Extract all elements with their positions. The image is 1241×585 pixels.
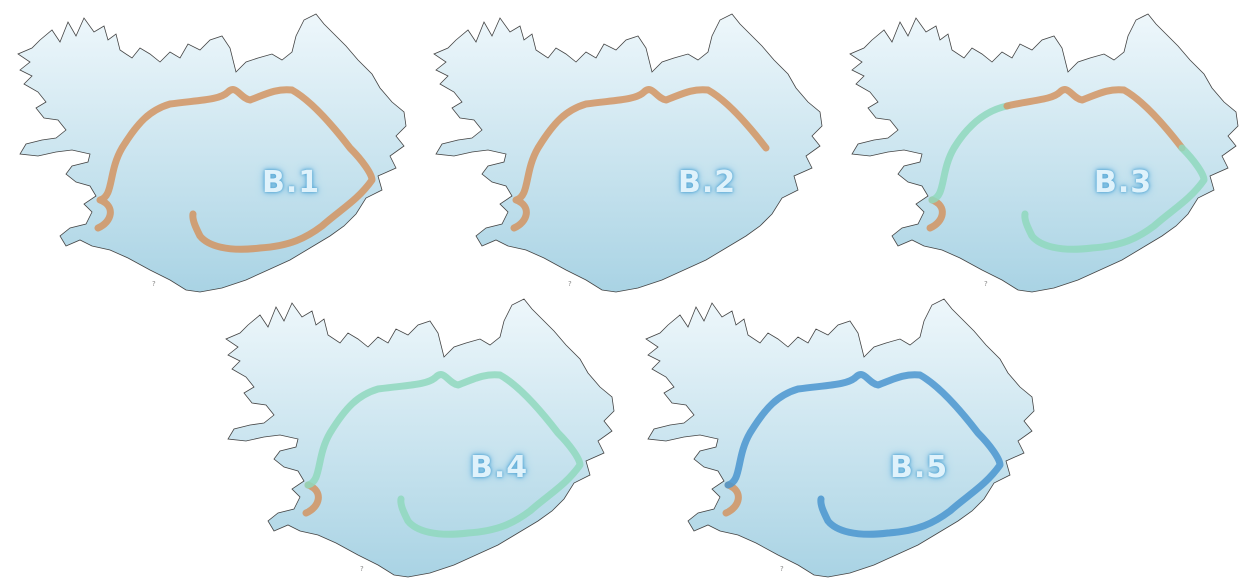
- route-segment: [94, 86, 376, 253]
- scenario-label: B.5: [890, 450, 949, 485]
- scenario-label: B.2: [678, 165, 737, 200]
- iceland-landmass: [849, 13, 1239, 293]
- route-segment: [928, 102, 1011, 204]
- map-marker: ?: [984, 280, 988, 288]
- map-panel-b3: B.3 ?: [832, 0, 1241, 300]
- iceland-map: [433, 13, 823, 293]
- route-segment: [304, 371, 584, 538]
- map-panel-b4: B.4 ?: [208, 285, 628, 585]
- route-segment: [1021, 144, 1208, 253]
- map-marker: ?: [568, 280, 572, 288]
- iceland-landmass: [225, 298, 615, 578]
- scenario-label: B.3: [1094, 165, 1153, 200]
- scenario-label: B.4: [470, 450, 529, 485]
- route-segment: [724, 371, 1004, 538]
- map-panel-b5: B.5 ?: [628, 285, 1048, 585]
- iceland-landmass: [17, 13, 407, 293]
- map-marker: ?: [360, 565, 364, 573]
- route-segment: [1003, 86, 1186, 152]
- map-panel-b1: B.1 ?: [0, 0, 420, 300]
- map-marker: ?: [780, 565, 784, 573]
- iceland-landmass: [645, 298, 1035, 578]
- iceland-map: [225, 298, 615, 578]
- iceland-landmass: [433, 13, 823, 293]
- map-panel-b2: B.2 ?: [416, 0, 836, 300]
- iceland-map: [849, 13, 1239, 293]
- map-marker: ?: [152, 280, 156, 288]
- iceland-map: [645, 298, 1035, 578]
- route-segment: [510, 86, 770, 232]
- scenario-label: B.1: [262, 165, 321, 200]
- iceland-map: [17, 13, 407, 293]
